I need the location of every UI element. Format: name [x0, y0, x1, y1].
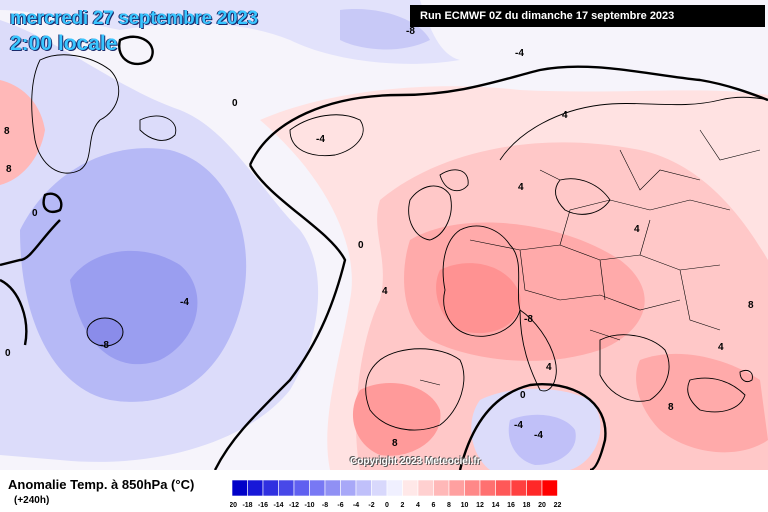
- contour-label-group: -8 -4 -4 -8 -4 0 0 0 0 4 4 4 4 4 4 -4 -8…: [4, 26, 754, 449]
- contour-label: 0: [32, 208, 38, 219]
- contour-label: 8: [4, 126, 10, 137]
- color-scale-tick-label: -20: [230, 502, 237, 509]
- cold-anomaly-nw-patch: [340, 9, 430, 50]
- color-scale-tick-label: -2: [368, 502, 374, 509]
- forecast-date: mercredi 27 septembre 2023: [10, 8, 258, 29]
- color-scale-tick-label: 16: [507, 502, 515, 509]
- warm-anomaly-core-france: [436, 263, 521, 334]
- contour-label: 4: [546, 362, 552, 373]
- contour-label: 4: [518, 182, 524, 193]
- contour-label: 8: [392, 438, 398, 449]
- color-scale-tick-label: 2: [401, 502, 405, 509]
- color-scale-swatch: [309, 480, 326, 497]
- warm-anomaly-east: [636, 353, 768, 453]
- temperature-anomaly-map: -8 -4 -4 -8 -4 0 0 0 0 4 4 4 4 4 4 -4 -8…: [0, 0, 768, 470]
- contour-label: -4: [180, 297, 189, 308]
- contour-label: 0: [520, 390, 526, 401]
- contour-label: 4: [634, 224, 640, 235]
- color-scale-swatch: [510, 480, 527, 497]
- contour-label: 4: [718, 342, 724, 353]
- contour-label: -4: [534, 430, 543, 441]
- contour-label: 0: [5, 348, 11, 359]
- color-scale-swatch: [402, 480, 419, 497]
- color-scale-swatch: [526, 480, 543, 497]
- model-run-banner: Run ECMWF 0Z du dimanche 17 septembre 20…: [410, 5, 765, 27]
- contour-label: 0: [232, 98, 238, 109]
- color-scale-tick-label: -6: [337, 502, 343, 509]
- color-scale-tick-label: 8: [447, 502, 451, 509]
- color-scale-swatch: [371, 480, 388, 497]
- color-scale-swatch: [495, 480, 512, 497]
- color-scale-swatch: [340, 480, 357, 497]
- color-scale-tick-label: -18: [242, 502, 252, 509]
- color-scale-tick-label: 22: [554, 502, 562, 509]
- color-scale-swatch: [247, 480, 264, 497]
- cold-core: [86, 317, 124, 347]
- contour-label: 8: [668, 402, 674, 413]
- color-scale-tick-label: -12: [289, 502, 299, 509]
- color-scale-tick-label: 0: [385, 502, 389, 509]
- contour-label: -4: [514, 420, 523, 431]
- legend-title: Anomalie Temp. à 850hPa (°C): [8, 477, 195, 492]
- color-scale-swatch: [293, 480, 310, 497]
- contour-label: 4: [382, 286, 388, 297]
- color-scale-swatch: [324, 480, 341, 497]
- contour-label: -4: [316, 134, 325, 145]
- contour-label: -8: [406, 26, 415, 37]
- contour-label: 8: [6, 164, 12, 175]
- color-scale-swatch: [448, 480, 465, 497]
- legend-footer: Anomalie Temp. à 850hPa (°C) (+240h) -20…: [0, 470, 768, 512]
- zero-isoline: [0, 35, 768, 470]
- color-scale-tick-label: 18: [523, 502, 531, 509]
- color-scale: -20-18-16-14-12-10-8-6-4-202468101214161…: [230, 480, 562, 509]
- color-scale-swatch: [355, 480, 372, 497]
- color-scale-swatch: [231, 480, 248, 497]
- warm-anomaly-greenland-edge: [0, 80, 45, 185]
- contour-label: -4: [515, 48, 524, 59]
- color-scale-swatch: [262, 480, 279, 497]
- color-scale-tick-label: 4: [416, 502, 420, 509]
- color-scale-tick-label: -16: [258, 502, 268, 509]
- cold-anomaly-mediterranean-mid: [508, 414, 576, 465]
- color-scale-swatch: [433, 480, 450, 497]
- forecast-lead-time: (+240h): [14, 495, 50, 506]
- color-scale-swatch: [417, 480, 434, 497]
- color-scale-tick-label: -14: [273, 502, 283, 509]
- color-scale-tick-label: 12: [476, 502, 484, 509]
- contour-label: -8: [524, 314, 533, 325]
- contour-label: -8: [100, 340, 109, 351]
- color-scale-swatch: [278, 480, 295, 497]
- contour-label: 0: [358, 240, 364, 251]
- color-scale-tick-label: 14: [492, 502, 500, 509]
- color-scale-swatch: [479, 480, 496, 497]
- copyright-notice: Copyright 2023 Meteociel.fr: [350, 456, 481, 467]
- contour-label: 4: [562, 110, 568, 121]
- color-scale-tick-label: 20: [538, 502, 546, 509]
- warm-anomaly-iberia: [352, 382, 441, 456]
- color-scale-tick-label: -4: [353, 502, 359, 509]
- color-scale-swatch: [386, 480, 403, 497]
- country-borders: [419, 129, 761, 386]
- color-scale-swatch: [464, 480, 481, 497]
- color-scale-tick-label: -10: [304, 502, 314, 509]
- contour-label: 8: [748, 300, 754, 311]
- forecast-time: 2:00 locale: [10, 32, 118, 55]
- color-scale-tick-label: 6: [432, 502, 436, 509]
- color-scale-tick-label: 10: [461, 502, 469, 509]
- coastlines: [31, 54, 768, 431]
- color-scale-tick-label: -8: [322, 502, 328, 509]
- color-scale-swatch: [541, 480, 558, 497]
